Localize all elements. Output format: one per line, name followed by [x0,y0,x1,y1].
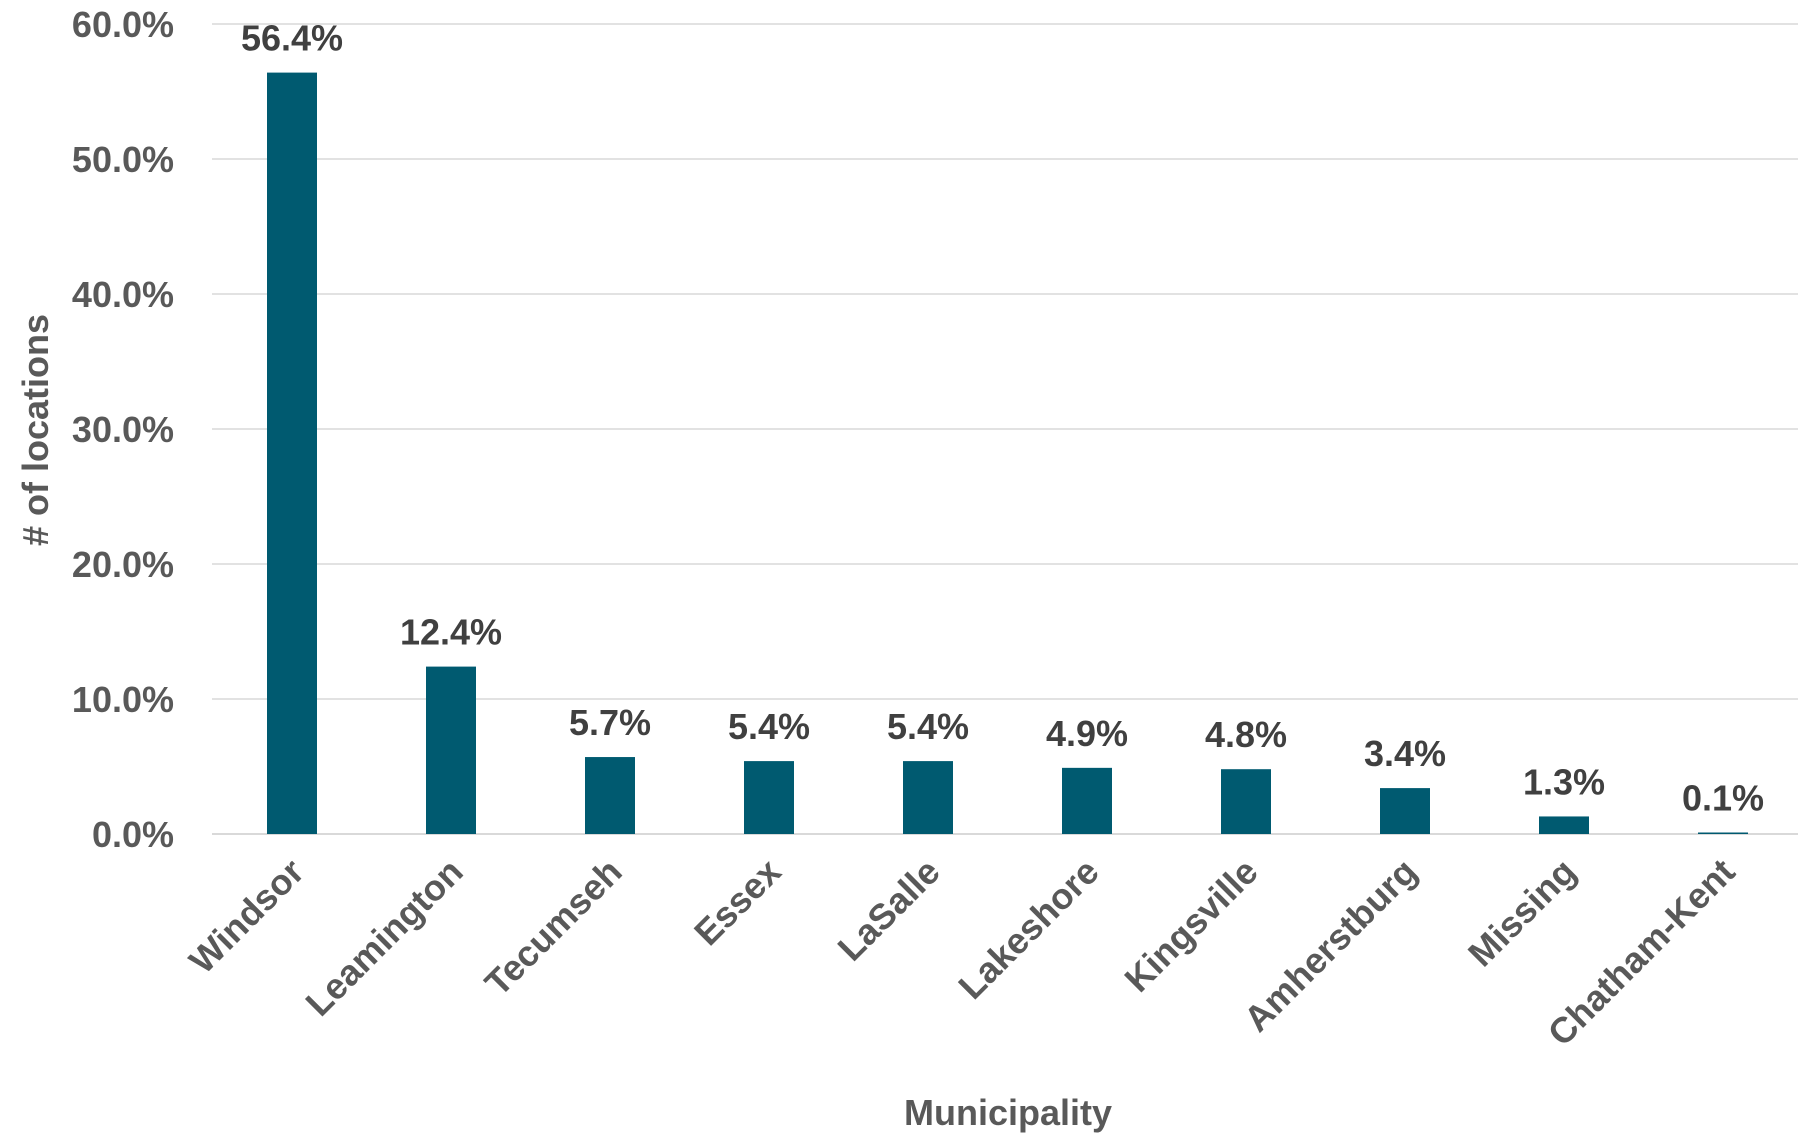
x-tick-label: Leamington [297,851,470,1024]
x-tick-label: Lakeshore [950,851,1106,1007]
data-label: 3.4% [1364,733,1446,774]
data-label: 5.7% [569,702,651,743]
bar-chatham-kent [1698,832,1748,834]
data-label: 4.8% [1205,714,1287,755]
y-tick-label: 30.0% [72,409,174,450]
data-label: 0.1% [1682,778,1764,819]
y-tick-label: 10.0% [72,679,174,720]
x-axis-title: Municipality [904,1092,1112,1133]
bar-leamington [426,666,476,834]
x-tick-label: Tecumseh [477,851,630,1004]
bar-kingsville [1221,769,1271,834]
bar-tecumseh [585,757,635,834]
bars [267,72,1748,835]
data-label: 5.4% [887,706,969,747]
y-axis-title: # of locations [15,314,56,546]
y-tick-label: 50.0% [72,139,174,180]
y-tick-label: 40.0% [72,274,174,315]
x-tick-label: Windsor [181,851,312,982]
y-tick-label: 60.0% [72,4,174,45]
data-label: 12.4% [400,612,502,653]
x-tick-label: LaSalle [830,851,948,969]
data-label: 4.9% [1046,713,1128,754]
x-tick-label: Missing [1460,851,1584,975]
y-tick-label: 20.0% [72,544,174,585]
bar-amherstburg [1380,788,1430,834]
data-labels: 56.4% 12.4% 5.7% 5.4% 5.4% 4.9% 4.8% 3.4% 1.3% 0.… [241,18,1764,819]
bar-windsor [267,72,317,835]
bar-lakeshore [1062,767,1112,834]
y-axis-ticks: 0.0% 10.0% 20.0% 30.0% 40.0% 50.0% 60.0% [72,4,174,855]
y-tick-label: 0.0% [92,814,174,855]
data-label: 56.4% [241,18,343,59]
bar-missing [1539,816,1589,834]
bar-lasalle [903,761,953,834]
data-label: 5.4% [728,706,810,747]
gridlines [212,23,1798,835]
data-label: 1.3% [1523,761,1605,802]
x-tick-label: Kingsville [1116,851,1265,1000]
x-tick-label: Essex [686,851,789,954]
bar-essex [744,761,794,834]
